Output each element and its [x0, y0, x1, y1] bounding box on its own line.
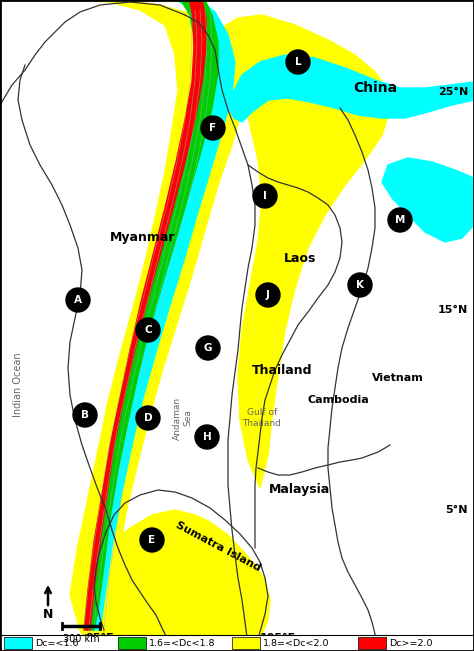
Circle shape	[256, 283, 280, 307]
Text: 1.6=<Dc<1.8: 1.6=<Dc<1.8	[149, 639, 216, 648]
Text: A: A	[74, 295, 82, 305]
Circle shape	[66, 288, 90, 312]
Text: 105°E: 105°E	[260, 633, 296, 643]
Text: Gulf of
Thailand: Gulf of Thailand	[243, 408, 282, 428]
Circle shape	[140, 528, 164, 552]
Text: I: I	[263, 191, 267, 201]
Text: 1.8=<Dc<2.0: 1.8=<Dc<2.0	[263, 639, 329, 648]
Text: Vietnam: Vietnam	[372, 373, 424, 383]
Text: 300 km: 300 km	[63, 634, 100, 644]
Text: Laos: Laos	[284, 251, 316, 264]
Polygon shape	[228, 55, 474, 122]
Text: M: M	[395, 215, 405, 225]
Circle shape	[196, 336, 220, 360]
Circle shape	[253, 184, 277, 208]
Text: Cambodia: Cambodia	[307, 395, 369, 405]
Text: Andaman
Sea: Andaman Sea	[173, 396, 193, 439]
Circle shape	[388, 208, 412, 232]
Text: China: China	[353, 81, 397, 95]
Circle shape	[73, 403, 97, 427]
Text: Indian Ocean: Indian Ocean	[13, 353, 23, 417]
Bar	[0, 635, 474, 651]
Circle shape	[136, 406, 160, 430]
Text: J: J	[266, 290, 270, 300]
Bar	[4, 637, 32, 649]
Polygon shape	[382, 158, 474, 242]
Circle shape	[136, 318, 160, 342]
Text: 95°E: 95°E	[86, 633, 114, 643]
Polygon shape	[218, 15, 390, 488]
Circle shape	[195, 425, 219, 449]
Text: K: K	[356, 280, 364, 290]
Polygon shape	[86, 0, 218, 630]
Text: C: C	[144, 325, 152, 335]
Text: Malaysia: Malaysia	[269, 484, 331, 497]
Text: L: L	[295, 57, 301, 67]
Text: N: N	[43, 609, 53, 622]
Text: B: B	[81, 410, 89, 420]
Circle shape	[201, 116, 225, 140]
Bar	[358, 637, 386, 649]
Text: 15°N: 15°N	[438, 305, 468, 315]
Bar	[232, 637, 260, 649]
Polygon shape	[84, 0, 206, 630]
Text: Sumatra Island: Sumatra Island	[174, 520, 262, 574]
Text: F: F	[210, 123, 217, 133]
Bar	[118, 637, 146, 649]
Text: 5°N: 5°N	[446, 505, 468, 515]
Circle shape	[286, 50, 310, 74]
Text: E: E	[148, 535, 155, 545]
Text: G: G	[204, 343, 212, 353]
Polygon shape	[0, 0, 248, 630]
Text: Dc=<1.6: Dc=<1.6	[35, 639, 79, 648]
Text: 25°N: 25°N	[438, 87, 468, 97]
Polygon shape	[90, 0, 235, 630]
Text: D: D	[144, 413, 152, 423]
Text: Dc>=2.0: Dc>=2.0	[389, 639, 432, 648]
Circle shape	[348, 273, 372, 297]
Text: Myanmar: Myanmar	[110, 232, 176, 245]
Text: Thailand: Thailand	[252, 363, 312, 376]
Text: H: H	[202, 432, 211, 442]
Polygon shape	[80, 510, 270, 651]
